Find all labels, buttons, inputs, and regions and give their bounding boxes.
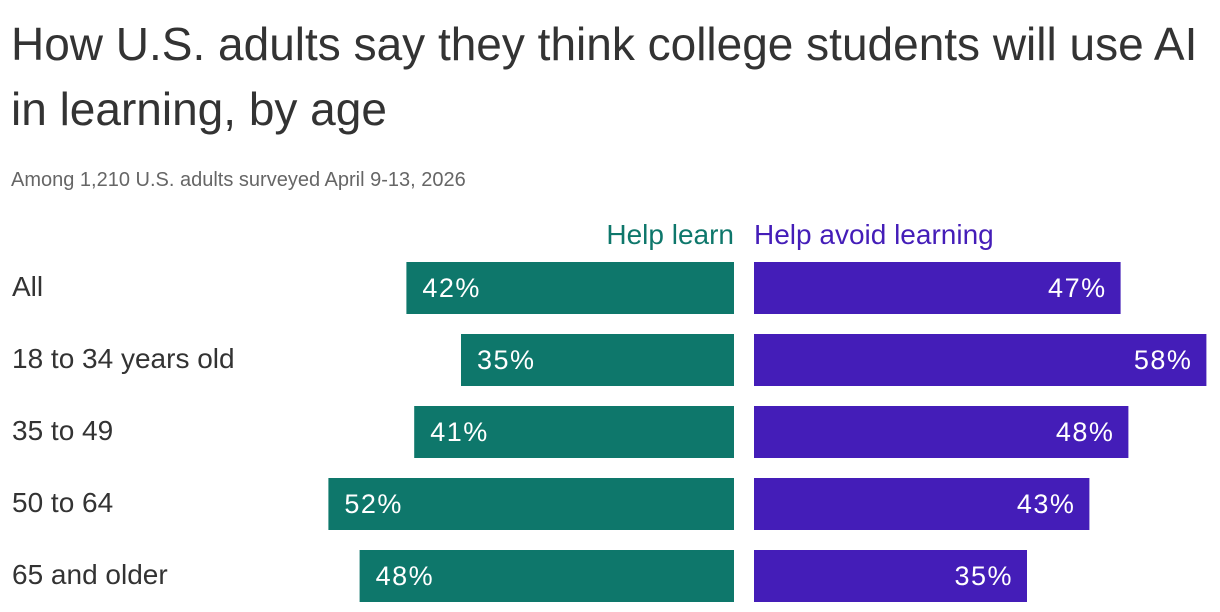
category-label: All bbox=[12, 271, 43, 302]
value-label-help-avoid-learning: 35% bbox=[954, 561, 1013, 591]
category-label: 35 to 49 bbox=[12, 415, 113, 446]
bar-help-avoid-learning bbox=[754, 406, 1129, 458]
value-label-help-avoid-learning: 58% bbox=[1134, 345, 1193, 375]
bar-help-avoid-learning bbox=[754, 262, 1121, 314]
value-label-help-learn: 42% bbox=[422, 273, 481, 303]
legend-help-avoid-learning: Help avoid learning bbox=[754, 219, 994, 250]
legend-help-learn: Help learn bbox=[606, 219, 734, 250]
chart-subtitle: Among 1,210 U.S. adults surveyed April 9… bbox=[11, 169, 466, 191]
bar-help-learn bbox=[406, 262, 734, 314]
value-label-help-learn: 48% bbox=[376, 561, 435, 591]
bar-help-learn bbox=[461, 334, 734, 386]
category-label: 50 to 64 bbox=[12, 487, 113, 518]
bar-help-avoid-learning bbox=[754, 550, 1027, 602]
category-label: 18 to 34 years old bbox=[12, 343, 235, 374]
chart-title: How U.S. adults say they think college s… bbox=[11, 18, 1198, 135]
bar-help-avoid-learning bbox=[754, 334, 1207, 386]
bar-help-avoid-learning bbox=[754, 478, 1090, 530]
category-label: 65 and older bbox=[12, 559, 168, 590]
value-label-help-learn: 41% bbox=[430, 417, 489, 447]
value-label-help-learn: 35% bbox=[477, 345, 536, 375]
bar-help-learn bbox=[414, 406, 734, 458]
value-label-help-avoid-learning: 47% bbox=[1048, 273, 1107, 303]
bar-help-learn bbox=[328, 478, 734, 530]
value-label-help-avoid-learning: 43% bbox=[1017, 489, 1076, 519]
value-label-help-avoid-learning: 48% bbox=[1056, 417, 1115, 447]
value-label-help-learn: 52% bbox=[344, 489, 403, 519]
bar-help-learn bbox=[359, 550, 734, 602]
